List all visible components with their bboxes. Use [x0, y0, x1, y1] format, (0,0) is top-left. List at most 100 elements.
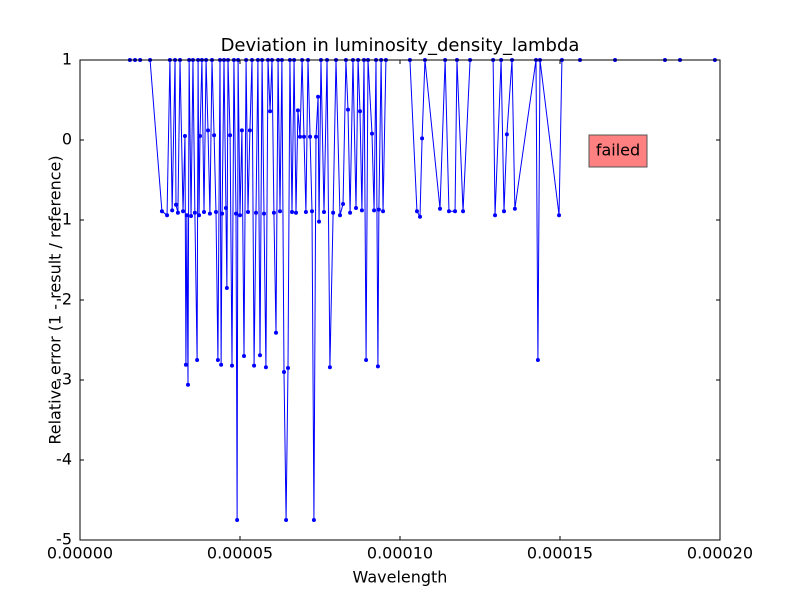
data-point	[420, 136, 425, 141]
data-point	[246, 210, 250, 214]
data-point	[198, 134, 202, 138]
y-axis-label: Relative error (1 - result / reference)	[46, 155, 65, 444]
data-point	[327, 365, 332, 370]
data-point	[262, 211, 266, 216]
data-point	[247, 128, 252, 133]
data-point	[295, 108, 300, 113]
data-point	[278, 209, 282, 214]
data-point	[228, 133, 233, 138]
data-point	[512, 206, 517, 211]
data-point	[271, 210, 276, 215]
y-tick-label: 1	[62, 50, 72, 69]
data-point	[254, 210, 258, 215]
data-point	[453, 209, 458, 214]
x-tick-label: 0.00005	[207, 544, 273, 563]
data-point	[314, 134, 318, 139]
data-point	[302, 134, 306, 139]
data-point	[370, 131, 374, 136]
data-point	[282, 370, 286, 374]
data-point	[341, 202, 346, 206]
data-point	[359, 208, 364, 213]
data-point	[346, 107, 350, 112]
data-point	[234, 211, 238, 216]
data-point	[502, 209, 506, 214]
data-point	[224, 286, 229, 290]
annotation: failed	[596, 141, 640, 160]
data-point	[223, 206, 228, 210]
data-point	[322, 210, 326, 214]
data-point	[186, 382, 190, 387]
y-tick-label: -3	[56, 370, 72, 389]
y-tick-label: -5	[56, 530, 72, 549]
data-point	[183, 362, 188, 367]
data-point	[557, 213, 562, 218]
data-point	[286, 366, 290, 370]
data-point	[461, 209, 466, 214]
data-point	[230, 363, 234, 368]
data-point	[268, 109, 273, 114]
data-point	[184, 213, 189, 218]
chart-title: Deviation in luminosity_density_lambda	[221, 35, 580, 56]
data-point	[303, 210, 308, 214]
data-point	[338, 213, 342, 218]
data-point	[215, 358, 220, 362]
data-point	[258, 353, 262, 358]
data-point	[192, 210, 197, 215]
data-point	[263, 365, 268, 370]
data-point	[504, 132, 509, 137]
data-point	[206, 128, 210, 133]
y-tick-label: -2	[56, 290, 72, 309]
data-point	[290, 210, 294, 214]
data-point	[284, 518, 289, 522]
data-point	[175, 210, 180, 215]
data-point	[308, 134, 313, 139]
data-point	[414, 209, 419, 214]
data-point	[358, 109, 362, 114]
data-point	[274, 330, 278, 335]
x-tick-label: 0.00015	[527, 544, 593, 563]
data-point	[317, 219, 322, 224]
data-point	[202, 210, 206, 214]
data-point	[493, 213, 498, 218]
data-point	[219, 362, 224, 367]
data-point	[181, 209, 186, 214]
data-point	[239, 128, 244, 133]
data-point	[252, 363, 257, 368]
data-point	[159, 209, 164, 214]
data-point	[298, 134, 302, 139]
data-point	[348, 210, 353, 215]
data-point	[535, 358, 540, 362]
x-axis-label: Wavelength	[353, 568, 448, 587]
data-point	[214, 210, 218, 214]
data-point	[195, 358, 200, 362]
data-point	[182, 134, 187, 138]
data-point	[364, 358, 369, 362]
data-point	[197, 213, 202, 218]
data-point	[165, 213, 170, 218]
data-point	[376, 207, 381, 212]
data-point	[310, 209, 314, 214]
data-point	[220, 211, 225, 216]
data-point	[212, 133, 217, 138]
x-tick-label: 0.00020	[687, 544, 753, 563]
y-tick-label: 0	[62, 130, 72, 149]
data-point	[418, 214, 422, 219]
y-tick-label: -4	[56, 450, 72, 469]
annotation-box	[588, 134, 648, 168]
data-point	[174, 202, 178, 207]
data-point	[446, 209, 451, 214]
data-point	[372, 208, 377, 213]
data-point	[235, 518, 240, 522]
data-point	[170, 208, 175, 213]
data-point	[238, 213, 242, 218]
data-line	[129, 59, 715, 521]
x-tick-label: 0.00000	[47, 544, 113, 563]
data-point	[294, 210, 298, 215]
data-point	[207, 211, 212, 216]
data-point	[331, 210, 336, 215]
data-point	[242, 354, 246, 358]
x-tick-label: 0.00010	[367, 544, 433, 563]
data-point	[438, 206, 442, 211]
